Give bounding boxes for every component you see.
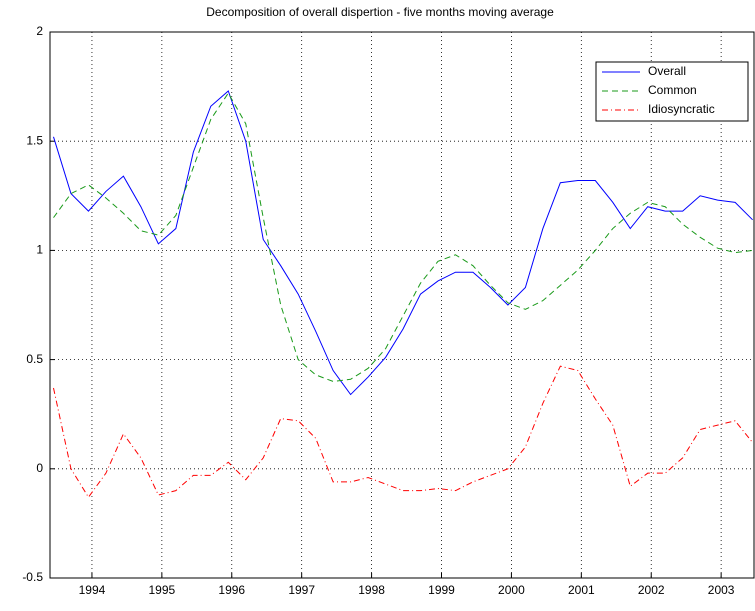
x-tick-label: 1998 — [358, 583, 385, 597]
legend-label: Idiosyncratic — [648, 102, 715, 116]
x-tick-label: 2002 — [638, 583, 665, 597]
legend-label: Overall — [648, 64, 686, 78]
plot-frame — [49, 31, 755, 579]
chart-title: Decomposition of overall dispertion - fi… — [206, 5, 554, 19]
y-tick-label: 0.5 — [26, 352, 43, 366]
y-tick-label: 0 — [36, 461, 43, 475]
x-tick-label: 2003 — [708, 583, 735, 597]
x-tick-label: 1995 — [149, 583, 176, 597]
series-line — [53, 90, 753, 396]
x-tick-label: 1996 — [218, 583, 245, 597]
x-tick-label: 1994 — [79, 583, 106, 597]
x-tick-label: 1999 — [428, 583, 455, 597]
series-line — [53, 365, 753, 499]
series-line — [53, 92, 753, 382]
x-tick-label: 1997 — [288, 583, 315, 597]
y-tick-label: 1.5 — [26, 133, 43, 147]
y-tick-label: 1 — [36, 243, 43, 257]
y-tick-label: -0.5 — [22, 570, 43, 584]
x-tick-label: 2001 — [568, 583, 595, 597]
legend-label: Common — [648, 83, 697, 97]
y-tick-label: 2 — [36, 24, 43, 38]
x-tick-label: 2000 — [498, 583, 525, 597]
